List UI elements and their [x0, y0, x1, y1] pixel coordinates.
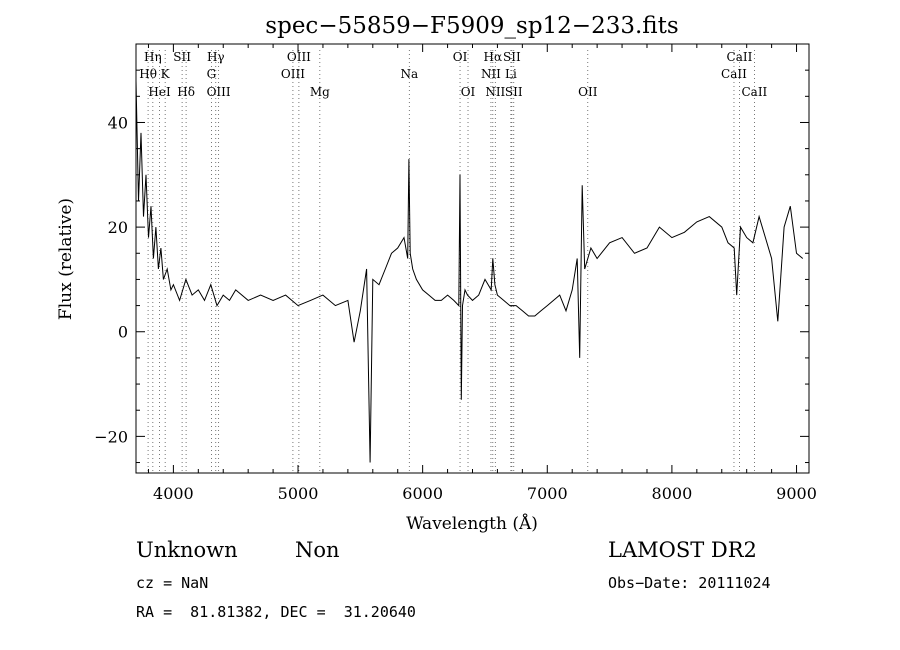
line-marker-label: CaII	[727, 50, 753, 64]
plot-frame	[135, 43, 810, 474]
line-marker-label: Li	[505, 67, 517, 81]
observation-date: Obs−Date: 20111024	[608, 574, 771, 592]
line-marker-label: Hη	[144, 50, 162, 64]
line-marker-label: SII	[173, 50, 191, 64]
line-marker-label: Mg	[310, 85, 330, 99]
line-marker-label: Hθ	[139, 67, 157, 81]
line-marker-label: Na	[400, 67, 418, 81]
line-marker-label: SII	[505, 85, 523, 99]
x-tick-label: 7000	[527, 484, 568, 503]
line-marker-label: K	[161, 67, 171, 81]
y-tick-label: −20	[94, 427, 128, 446]
line-marker-label: Hδ	[177, 85, 195, 99]
line-marker-label: OII	[578, 85, 598, 99]
line-marker-label: OIII	[207, 85, 231, 99]
line-marker-label: NII	[485, 85, 505, 99]
y-tick-label: 20	[108, 218, 128, 237]
line-marker-label: SII	[503, 50, 521, 64]
x-tick-label: 5000	[278, 484, 319, 503]
spectral-class: Unknown	[136, 538, 238, 562]
y-tick-label: 40	[108, 113, 128, 132]
line-marker-label: OI	[453, 50, 468, 64]
line-marker-label: OI	[461, 85, 476, 99]
chart-title: spec−55859−F5909_sp12−233.fits	[265, 13, 678, 39]
x-tick-label: 6000	[402, 484, 443, 503]
redshift-cz: cz = NaN	[136, 574, 209, 592]
spectrum-line	[135, 80, 804, 463]
line-marker-label: NII	[481, 67, 501, 81]
spectral-subclass: Non	[295, 538, 340, 562]
line-marker-label: Hα	[484, 50, 503, 64]
x-tick-label: 9000	[776, 484, 817, 503]
x-axis-label: Wavelength (Å)	[406, 513, 538, 534]
line-marker-label: OIII	[287, 50, 311, 64]
line-marker-label: CaII	[721, 67, 747, 81]
line-marker-label: HeI	[148, 85, 171, 99]
y-axis-label: Flux (relative)	[56, 198, 76, 320]
line-marker-label: G	[207, 67, 217, 81]
y-tick-label: 0	[118, 323, 128, 342]
axes: 4000 5000 6000 7000 8000 9000 −20 0 20 40	[94, 43, 817, 503]
line-marker-label: CaII	[741, 85, 767, 99]
coordinates: RA = 81.81382, DEC = 31.20640	[136, 603, 416, 621]
survey-name: LAMOST DR2	[608, 538, 757, 562]
line-marker-label: Hγ	[207, 50, 225, 64]
x-tick-label: 4000	[153, 484, 194, 503]
line-marker-label: OIII	[281, 67, 305, 81]
x-tick-label: 8000	[652, 484, 693, 503]
